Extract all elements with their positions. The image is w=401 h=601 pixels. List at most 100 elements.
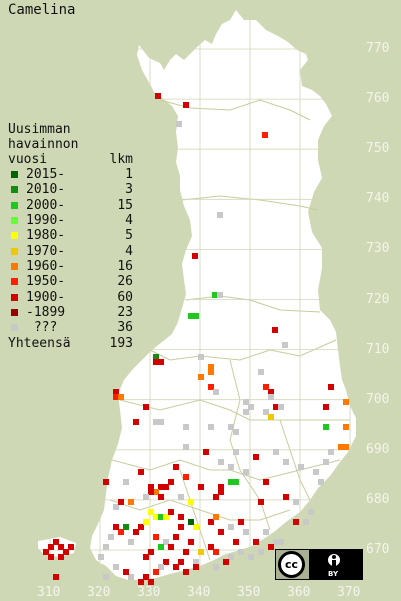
observation-marker: [148, 549, 154, 555]
observation-marker: [153, 359, 159, 365]
observation-marker: [278, 404, 284, 410]
observation-marker: [213, 549, 219, 555]
observation-marker: [158, 359, 164, 365]
observation-marker: [193, 313, 199, 319]
legend-count: 23: [117, 304, 133, 320]
legend-swatch: [11, 232, 18, 240]
observation-marker: [158, 484, 164, 490]
observation-marker: [343, 424, 349, 430]
observation-marker: [253, 539, 259, 545]
observation-marker: [343, 399, 349, 405]
legend-count: 1: [125, 167, 133, 183]
legend-label: 1900-: [26, 289, 66, 305]
observation-marker: [128, 539, 134, 545]
observation-marker: [243, 469, 249, 475]
y-axis-label: 760: [366, 91, 390, 107]
observation-marker: [208, 384, 214, 390]
observation-marker: [213, 564, 219, 570]
legend-count: 15: [117, 197, 133, 213]
cc-by-license-badge[interactable]: cc BY: [275, 549, 363, 580]
observation-marker: [58, 544, 64, 550]
legend-label: 1960-: [26, 258, 66, 274]
observation-marker: [253, 454, 259, 460]
observation-marker: [282, 342, 288, 348]
legend-total-label: Yhteensä: [8, 336, 71, 352]
legend-swatch: [11, 293, 18, 301]
observation-marker: [103, 544, 109, 550]
observation-marker: [153, 419, 159, 425]
legend-count: 16: [117, 258, 133, 274]
observation-marker: [48, 544, 54, 550]
legend-row: 2000- 15: [8, 198, 133, 213]
observation-marker: [228, 554, 234, 560]
y-axis-label: 750: [366, 141, 390, 157]
observation-marker: [328, 449, 334, 455]
observation-marker: [63, 549, 69, 555]
observation-marker: [143, 519, 149, 525]
observation-marker: [268, 394, 274, 400]
observation-marker: [228, 479, 234, 485]
observation-marker: [188, 313, 194, 319]
observation-marker: [262, 132, 268, 138]
observation-marker: [318, 479, 324, 485]
observation-marker: [248, 554, 254, 560]
observation-marker: [148, 489, 154, 495]
observation-marker: [158, 494, 164, 500]
observation-marker: [217, 292, 223, 298]
legend-swatch: [11, 171, 18, 179]
observation-marker: [153, 569, 159, 575]
observation-marker: [208, 519, 214, 525]
observation-marker: [228, 464, 234, 470]
observation-marker: [53, 539, 59, 545]
legend-row: -1899 23: [8, 305, 133, 320]
observation-marker: [48, 554, 54, 560]
observation-marker: [143, 554, 149, 560]
observation-marker: [273, 449, 279, 455]
legend-swatch: [11, 324, 18, 332]
observation-marker: [163, 484, 169, 490]
observation-marker: [148, 579, 154, 585]
observation-marker: [323, 404, 329, 410]
legend-label: 2010-: [26, 182, 66, 198]
observation-marker: [143, 404, 149, 410]
map-title: Camelina: [8, 2, 76, 18]
observation-marker: [138, 579, 144, 585]
observation-marker: [338, 444, 344, 450]
observation-marker: [298, 464, 304, 470]
observation-marker: [143, 494, 149, 500]
observation-marker: [123, 524, 129, 530]
observation-marker: [183, 549, 189, 555]
observation-marker: [263, 479, 269, 485]
observation-marker: [213, 514, 219, 520]
y-axis-label: 670: [366, 542, 390, 557]
x-axis-label: 320: [87, 585, 111, 600]
legend: Uusimman havainnon vuosi lkm 2015- 1 2010-…: [8, 122, 133, 351]
observation-marker: [268, 544, 274, 550]
observation-marker: [163, 539, 169, 545]
legend-heading-line3: vuosi: [8, 152, 48, 167]
observation-marker: [113, 524, 119, 530]
observation-marker: [103, 479, 109, 485]
observation-marker: [268, 389, 274, 395]
observation-marker: [208, 544, 214, 550]
observation-marker: [218, 484, 224, 490]
observation-marker: [343, 444, 349, 450]
legend-swatch: [11, 186, 18, 194]
observation-marker: [43, 549, 49, 555]
observation-marker: [178, 559, 184, 565]
observation-marker: [293, 519, 299, 525]
legend-count: 60: [117, 289, 133, 305]
observation-marker: [323, 459, 329, 465]
observation-marker: [218, 489, 224, 495]
observation-marker: [183, 102, 189, 108]
y-axis-label: 700: [366, 391, 390, 407]
observation-markers: [43, 93, 349, 585]
observation-marker: [198, 549, 204, 555]
observation-marker: [313, 469, 319, 475]
observation-marker: [168, 479, 174, 485]
x-axis-label: 370: [337, 585, 361, 600]
observation-marker: [173, 464, 179, 470]
observation-marker: [217, 212, 223, 218]
observation-marker: [158, 419, 164, 425]
observation-marker: [278, 539, 284, 545]
